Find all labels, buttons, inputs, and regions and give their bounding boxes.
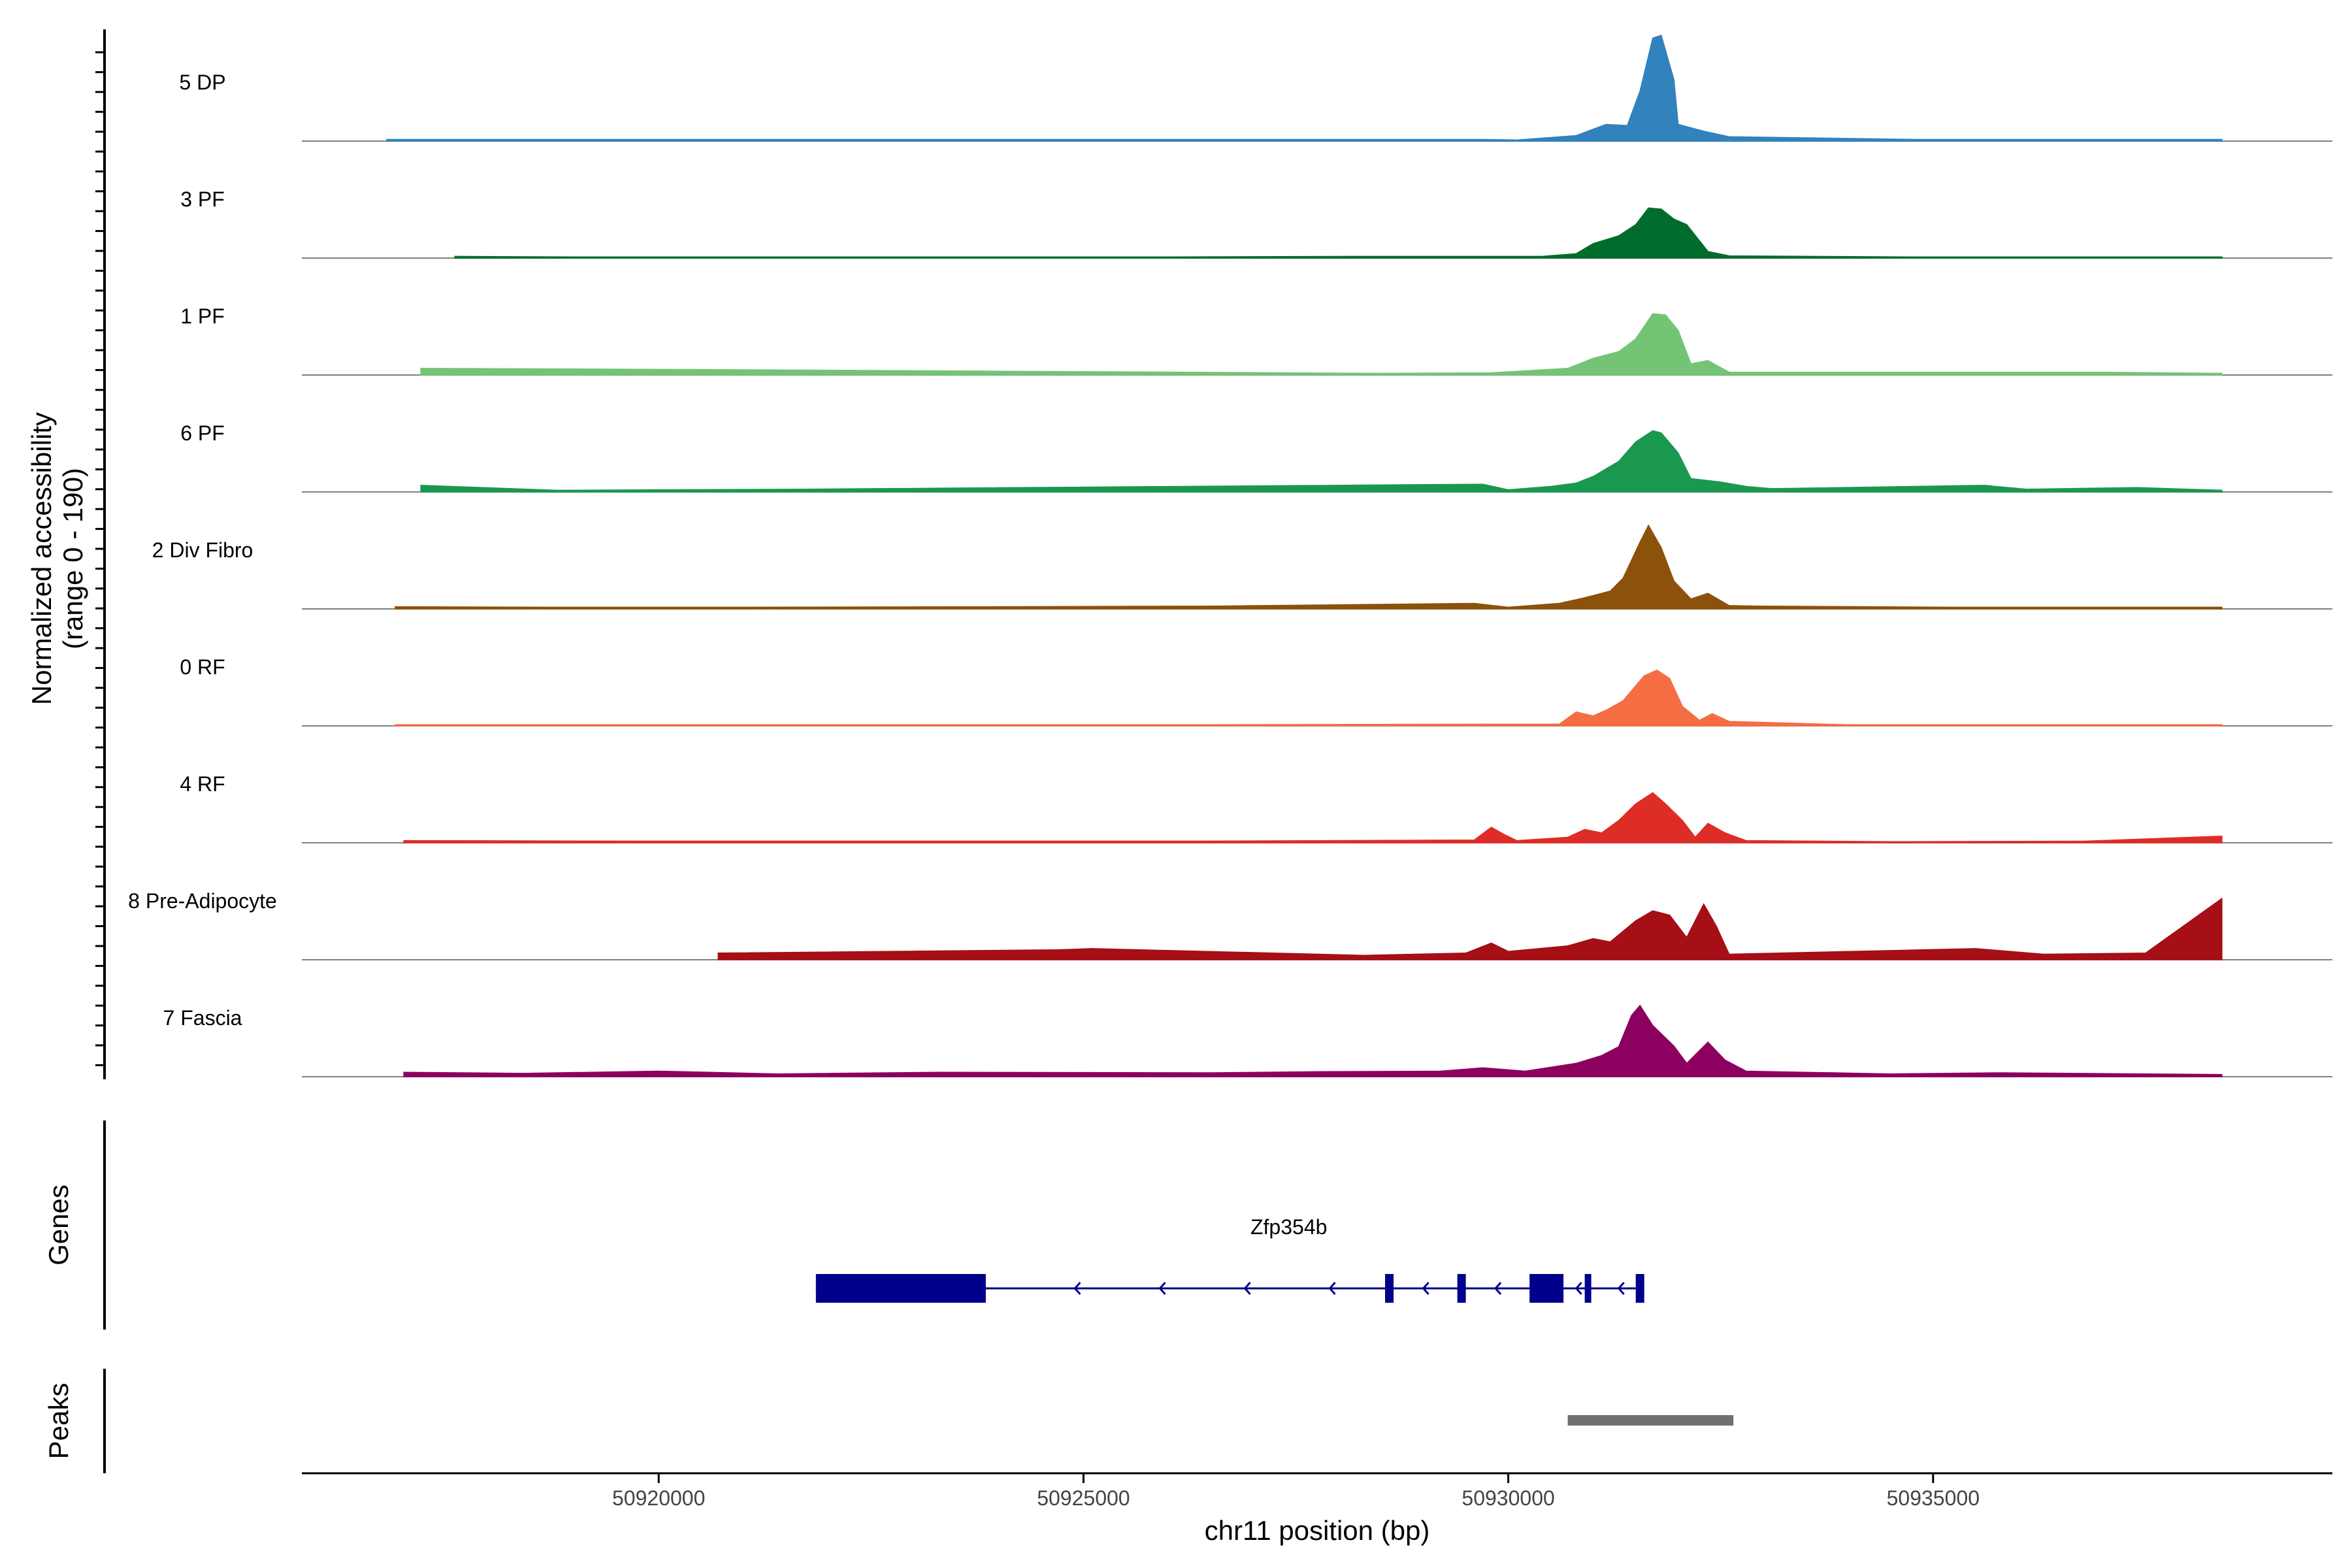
track-2-div-fibro: 2 Div Fibro <box>152 524 2332 610</box>
gene-exon <box>1635 1274 1644 1303</box>
track-label: 2 Div Fibro <box>152 538 253 562</box>
coverage-area <box>420 313 2223 376</box>
genes-axis-title: Genes <box>43 1184 74 1266</box>
strand-arrow <box>1328 1282 1336 1295</box>
x-axis-title: chr11 position (bp) <box>1205 1515 1430 1546</box>
strand-arrow <box>1158 1282 1166 1295</box>
track-5-dp: 5 DP <box>179 35 2332 142</box>
gene-name-label: Zfp354b <box>1250 1215 1327 1239</box>
coverage-tracks: 5 DP 3 PF 1 PF 6 PF 2 Div Fibro 0 RF 4 RF 8 Pre… <box>128 35 2332 1077</box>
peaks-axis-title: Peaks <box>43 1383 74 1460</box>
track-6-pf: 6 PF <box>180 421 2332 493</box>
strand-arrow <box>1494 1282 1502 1295</box>
gene-exon <box>1457 1274 1466 1303</box>
x-axis-ticks: 50920000 50925000 50930000 50935000 <box>612 1473 1980 1510</box>
track-label: 3 PF <box>180 188 225 211</box>
gene-exon <box>1385 1274 1394 1303</box>
track-8-pre-adipocyte: 8 Pre-Adipocyte <box>128 889 2332 960</box>
coverage-area <box>395 669 2223 727</box>
coverage-area <box>395 524 2223 610</box>
strand-arrow <box>1422 1282 1429 1295</box>
track-3-pf: 3 PF <box>180 188 2332 259</box>
gene-exon <box>1529 1274 1564 1303</box>
coverage-y-ticks <box>95 51 105 1066</box>
coverage-area <box>386 35 2223 142</box>
gene-track: Zfp354b <box>815 1215 1644 1303</box>
track-label: 5 DP <box>179 71 225 94</box>
coverage-area <box>420 430 2223 493</box>
strand-arrow <box>1243 1282 1251 1295</box>
x-tick-label: 50925000 <box>1037 1486 1130 1510</box>
coverage-area <box>454 207 2223 259</box>
track-1-pf: 1 PF <box>180 304 2332 376</box>
gene-zfp354b: Zfp354b <box>815 1215 1644 1303</box>
y-axis-title-line2: (range 0 - 190) <box>57 468 88 649</box>
track-label: 4 RF <box>180 772 225 796</box>
x-tick-label: 50930000 <box>1462 1486 1554 1510</box>
track-4-rf: 4 RF <box>180 772 2332 843</box>
y-axis-title-line1: Normalized accessibility <box>26 412 57 705</box>
track-7-fascia: 7 Fascia <box>163 1004 2332 1077</box>
strand-arrow <box>1073 1282 1081 1295</box>
track-label: 6 PF <box>180 421 225 445</box>
track-label: 8 Pre-Adipocyte <box>128 889 277 913</box>
peak-track <box>1567 1415 1734 1426</box>
track-label: 7 Fascia <box>163 1006 242 1030</box>
track-label: 0 RF <box>180 655 225 679</box>
track-0-rf: 0 RF <box>180 655 2332 727</box>
strand-arrow <box>1617 1282 1625 1295</box>
gene-exon <box>815 1274 986 1303</box>
gene-exon <box>1584 1274 1592 1303</box>
strand-arrow <box>1575 1282 1582 1295</box>
peak-bar <box>1567 1415 1734 1426</box>
coverage-area <box>717 897 2223 960</box>
coverage-area <box>403 792 2223 843</box>
x-tick-label: 50935000 <box>1887 1486 1980 1510</box>
x-tick-label: 50920000 <box>612 1486 705 1510</box>
coverage-area <box>403 1004 2223 1077</box>
track-label: 1 PF <box>180 304 225 328</box>
